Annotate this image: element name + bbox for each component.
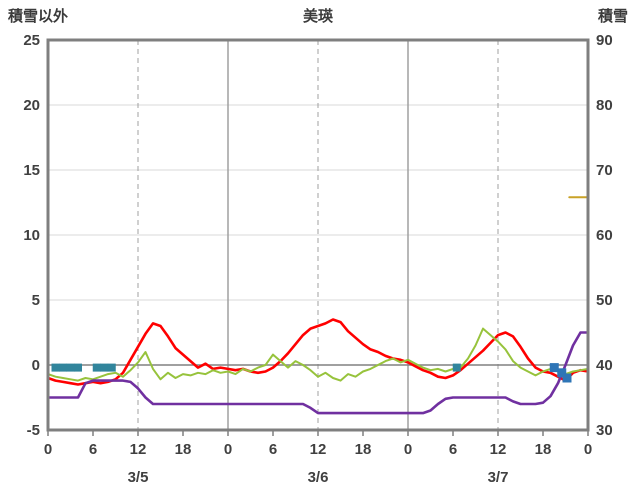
x-axis-tick-label: 0 bbox=[404, 441, 412, 458]
left-axis-tick-label: 0 bbox=[32, 357, 40, 374]
teal-square-marker bbox=[59, 363, 67, 372]
red-line bbox=[46, 318, 590, 386]
teal-square-marker bbox=[74, 363, 82, 372]
purple-line bbox=[46, 331, 590, 415]
green-line bbox=[47, 327, 589, 382]
right-axis-tick-label: 90 bbox=[596, 32, 613, 49]
left-axis-tick-label: 15 bbox=[23, 162, 40, 179]
x-axis-tick-label: 6 bbox=[449, 441, 457, 458]
date-label: 3/6 bbox=[308, 469, 329, 486]
plot-border bbox=[46, 38, 590, 432]
left-axis-tick-label: 10 bbox=[23, 227, 40, 244]
x-axis-tick-label: 12 bbox=[490, 441, 507, 458]
right-axis-tick-label: 80 bbox=[596, 97, 613, 114]
x-axis-tick-label: 18 bbox=[175, 441, 192, 458]
date-label: 3/5 bbox=[128, 469, 149, 486]
x-axis-tick-label: 18 bbox=[355, 441, 372, 458]
right-axis-tick-label: 70 bbox=[596, 162, 613, 179]
blue-square-marker bbox=[549, 363, 559, 373]
x-axis-tick-label: 0 bbox=[584, 441, 592, 458]
left-axis-tick-label: 20 bbox=[23, 97, 40, 114]
left-axis-title: 積雪以外 bbox=[8, 8, 69, 25]
date-label: 3/7 bbox=[488, 469, 509, 486]
x-axis-tick-label: 0 bbox=[224, 441, 232, 458]
x-axis-tick-label: 6 bbox=[269, 441, 277, 458]
x-axis-tick-label: 12 bbox=[130, 441, 147, 458]
x-axis-tick-label: 6 bbox=[89, 441, 97, 458]
right-axis-title: 積雪 bbox=[597, 8, 628, 25]
x-axis-tick-label: 12 bbox=[310, 441, 327, 458]
x-axis-tick-label: 18 bbox=[535, 441, 552, 458]
right-axis-tick-label: 60 bbox=[596, 227, 613, 244]
teal-square-marker bbox=[51, 363, 60, 372]
x-axis-tick-label: 0 bbox=[44, 441, 52, 458]
right-axis-tick-label: 30 bbox=[596, 422, 613, 439]
blue-square-marker bbox=[557, 368, 567, 378]
left-axis-tick-label: -5 bbox=[27, 422, 40, 439]
teal-square-marker bbox=[92, 363, 101, 372]
teal-square-marker bbox=[66, 363, 75, 372]
blue-square-marker bbox=[562, 373, 572, 383]
teal-square-marker bbox=[452, 363, 461, 372]
right-axis-tick-label: 50 bbox=[596, 292, 613, 309]
teal-square-marker bbox=[107, 363, 116, 372]
left-axis-tick-label: 25 bbox=[23, 32, 40, 49]
right-axis-tick-label: 40 bbox=[596, 357, 613, 374]
teal-square-marker bbox=[100, 363, 109, 372]
left-axis-tick-label: 5 bbox=[32, 292, 40, 309]
